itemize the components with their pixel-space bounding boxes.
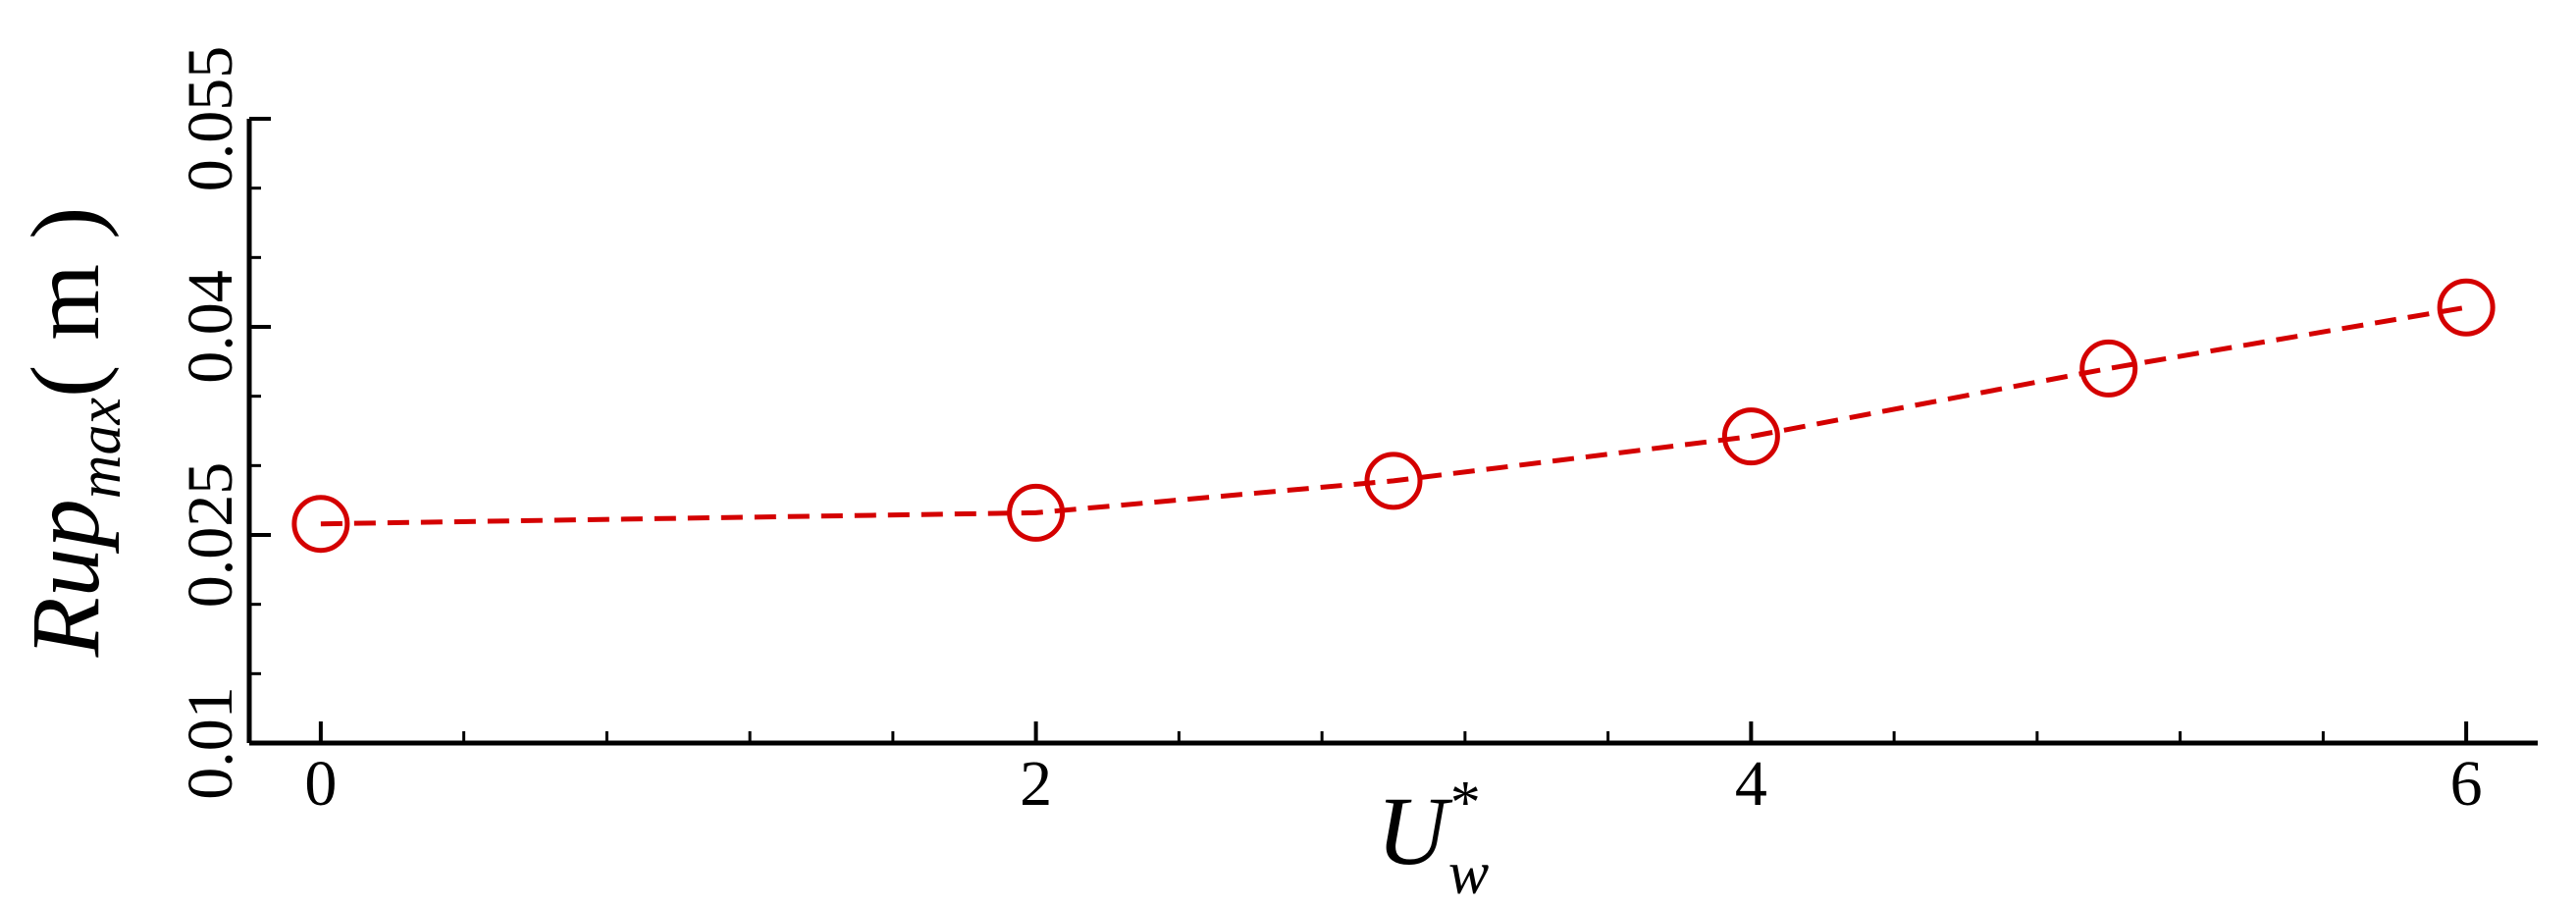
data-line — [320, 304, 2467, 527]
y-axis-label: Rupmax( m ) — [11, 207, 133, 659]
y-tick-label: 0.025 — [175, 462, 246, 609]
data-point — [1007, 483, 1066, 542]
y-tick-label: 0.04 — [175, 270, 246, 384]
x-label-sub: w — [1448, 840, 1489, 905]
x-tick-label: 0 — [304, 748, 337, 820]
data-point — [291, 495, 350, 554]
y-label-unit: ( m ) — [11, 207, 120, 398]
x-tick-label: 2 — [1020, 748, 1052, 820]
data-point — [2437, 278, 2496, 337]
data-point — [2079, 339, 2138, 398]
data-point — [1721, 407, 1780, 466]
y-label-sub: max — [67, 398, 133, 500]
x-label-sup: * — [1447, 770, 1478, 836]
x-tick-label: 4 — [1735, 748, 1767, 820]
y-tick-label: 0.055 — [175, 46, 246, 192]
y-label-base: Rup — [11, 499, 120, 658]
y-tick-label: 0.01 — [175, 686, 246, 800]
x-label-base: U — [1377, 776, 1453, 885]
data-point — [1364, 452, 1423, 510]
x-tick-label: 6 — [2450, 748, 2483, 820]
x-axis-label: U* w — [1377, 770, 1490, 905]
